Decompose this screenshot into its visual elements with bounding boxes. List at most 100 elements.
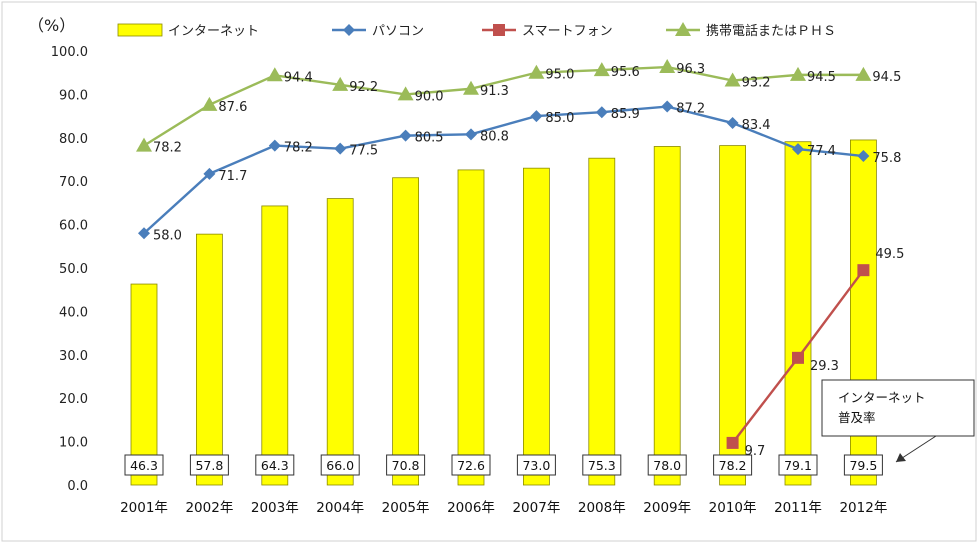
data-label: 49.5 — [875, 247, 904, 262]
data-label: 29.3 — [810, 359, 839, 374]
y-axis: 0.0 10.0 20.0 30.0 40.0 50.0 60.0 70.0 80.0 90.0 1… — [51, 45, 88, 494]
bar-value-box — [124, 454, 164, 476]
data-label: 94.5 — [872, 70, 901, 85]
x-tick-label: 2002年 — [185, 500, 233, 516]
data-label: 78.2 — [284, 141, 313, 156]
bar-value-label: 79.5 — [849, 458, 877, 473]
point-marker — [138, 227, 150, 240]
bar-series — [130, 139, 877, 486]
data-label: 92.2 — [349, 80, 378, 95]
point-marker — [792, 143, 804, 156]
data-label: 78.2 — [153, 141, 182, 156]
point-marker — [201, 96, 218, 111]
bar-value-box — [516, 454, 556, 476]
line-series-group — [136, 59, 872, 152]
series-line — [143, 65, 864, 147]
bar-value-box — [582, 454, 622, 476]
x-tick-label: 2006年 — [447, 500, 495, 516]
line-series-group — [726, 264, 870, 449]
data-label: 95.0 — [545, 68, 574, 83]
point-marker — [595, 106, 608, 119]
point-marker — [530, 110, 543, 123]
bar-value-label: 46.3 — [130, 458, 158, 473]
data-label: 90.0 — [415, 89, 444, 104]
bar-value-label: 70.8 — [392, 458, 420, 473]
bar — [261, 205, 289, 486]
point-marker — [790, 66, 806, 81]
point-marker — [136, 137, 152, 152]
data-label: 80.8 — [480, 129, 509, 144]
x-tick-label: 2003年 — [251, 500, 299, 516]
bar — [523, 167, 550, 486]
bar — [588, 157, 616, 486]
y-tick-label: 50.0 — [59, 262, 88, 277]
y-tick-label: 60.0 — [59, 219, 88, 234]
callout-text: インターネット — [838, 390, 926, 405]
bar-value-label: 75.3 — [588, 458, 616, 473]
legend-label: パソコン — [372, 24, 424, 39]
point-marker — [675, 22, 691, 36]
line-series — [136, 59, 872, 449]
legend: インターネット パソコン スマートフォン 携帯電話またはＰＨＳ — [117, 22, 836, 39]
point-marker — [332, 76, 349, 91]
point-marker — [399, 129, 412, 142]
point-marker — [343, 24, 355, 36]
data-label: 96.3 — [676, 62, 705, 77]
point-marker — [857, 150, 870, 163]
point-marker — [266, 67, 283, 82]
bar — [130, 283, 158, 486]
bar-value-box — [843, 454, 883, 476]
point-marker — [659, 59, 676, 74]
bar-value-box — [647, 454, 687, 476]
legend-label: インターネット — [168, 24, 259, 39]
bar-value-box — [320, 454, 360, 476]
point-marker — [855, 66, 872, 81]
y-tick-label: 70.0 — [59, 175, 88, 190]
bar-value-label: 64.3 — [261, 458, 289, 473]
bar — [392, 177, 420, 486]
bar — [784, 141, 812, 486]
bar-value-label: 73.0 — [522, 458, 550, 473]
data-label: 91.3 — [480, 84, 509, 99]
bar-value-label: 66.0 — [326, 458, 354, 473]
data-label: 75.8 — [872, 151, 901, 166]
legend-swatch — [117, 23, 163, 37]
point-marker — [792, 351, 804, 364]
point-marker — [397, 86, 414, 101]
x-tick-label: 2011年 — [774, 500, 822, 516]
bar-value-box — [778, 454, 818, 476]
series-line — [143, 105, 864, 235]
bar-value-box — [451, 454, 491, 476]
bar-value-box — [386, 454, 426, 476]
data-labels: 58.0 71.7 78.2 77.5 80.5 80.8 85.0 85.9 87.2 83.4… — [124, 62, 904, 476]
bar-value-label: 78.0 — [653, 458, 681, 473]
x-tick-label: 2012年 — [839, 500, 887, 516]
bar-value-label: 72.6 — [457, 458, 485, 473]
bar-value-label: 79.1 — [784, 458, 812, 473]
data-label: 77.5 — [349, 144, 378, 159]
x-tick-label: 2008年 — [578, 500, 626, 516]
data-label: 87.6 — [218, 100, 247, 115]
y-tick-label: 100.0 — [51, 45, 88, 60]
x-tick-label: 2004年 — [316, 500, 364, 516]
bar-value-box — [713, 454, 753, 476]
bar — [195, 233, 223, 486]
data-label: 85.9 — [611, 107, 640, 122]
legend-label: スマートフォン — [522, 24, 613, 39]
data-label: 94.4 — [284, 70, 313, 85]
callout-text: 普及率 — [838, 410, 876, 425]
x-tick-label: 2009年 — [643, 500, 691, 516]
point-marker — [463, 80, 479, 95]
point-marker — [726, 436, 739, 449]
y-tick-label: 20.0 — [59, 392, 88, 407]
bar — [653, 146, 681, 486]
data-label: 85.0 — [545, 111, 574, 126]
legend-label: 携帯電話またはＰＨＳ — [706, 23, 836, 39]
point-marker — [661, 100, 674, 113]
bar-value-label: 57.8 — [195, 458, 223, 473]
x-tick-label: 2007年 — [512, 500, 560, 516]
line-series-group — [138, 100, 870, 240]
point-marker — [528, 64, 545, 79]
